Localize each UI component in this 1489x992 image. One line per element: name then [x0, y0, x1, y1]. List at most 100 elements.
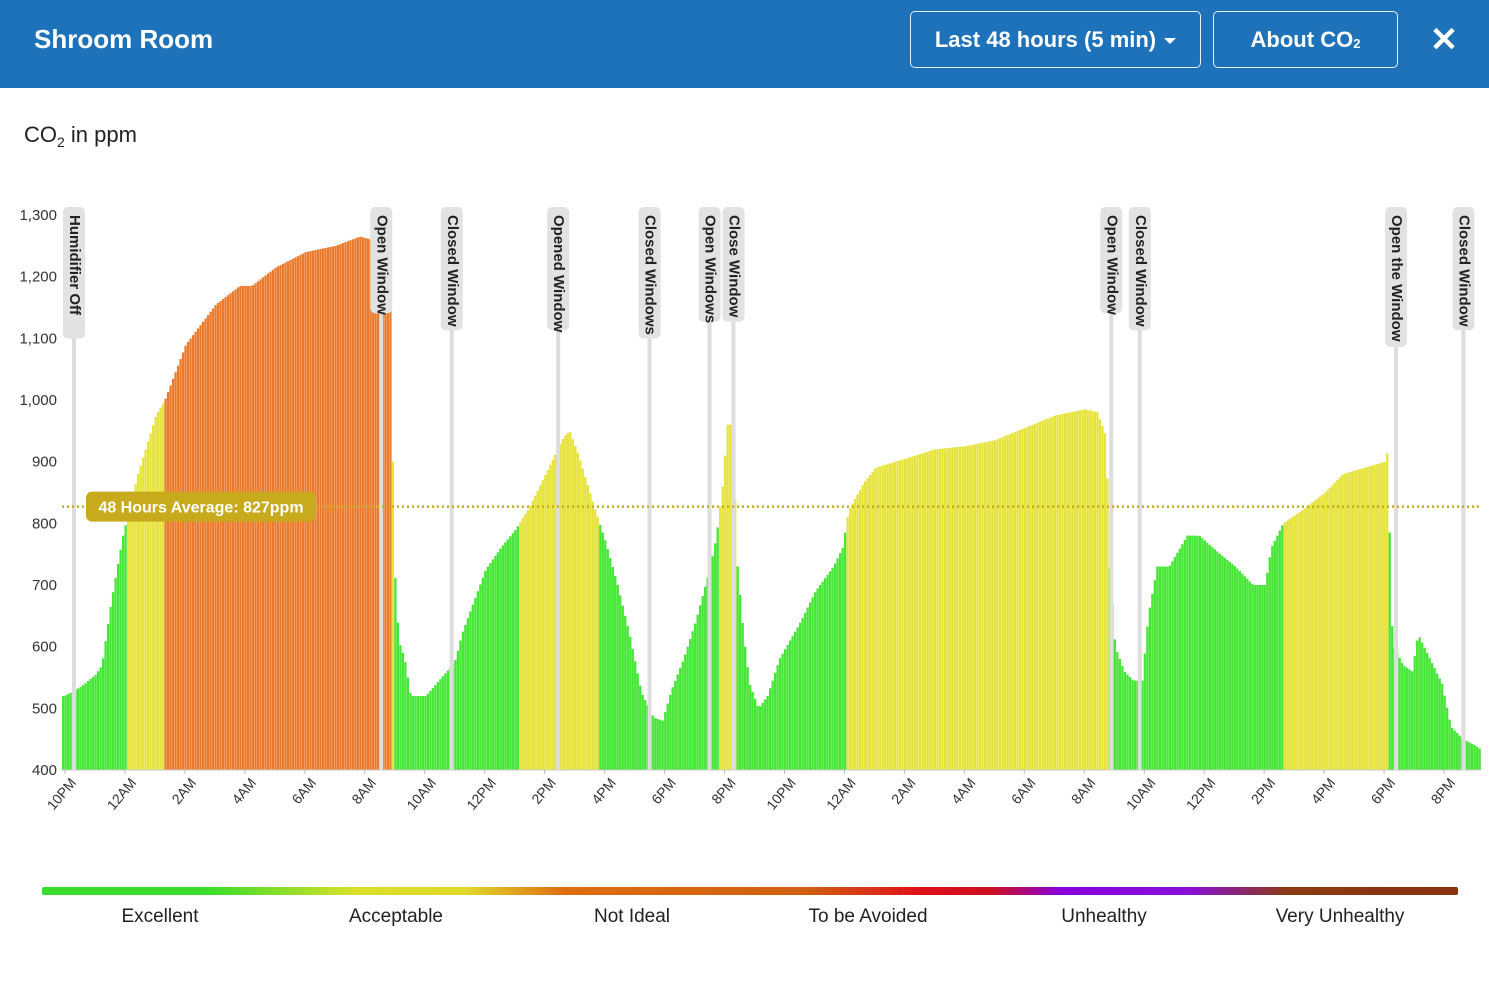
- bar-551: [1438, 678, 1441, 770]
- bar-7: [79, 687, 82, 770]
- bar-381: [1013, 432, 1017, 770]
- bar-345: [923, 452, 927, 770]
- bar-387: [1028, 425, 1032, 770]
- co2-bar-chart: 400 500 600 700 800 900 1,000 1,100 1,200 1,300 10…: [19, 207, 1481, 813]
- bar-371: [988, 441, 992, 770]
- bar-239: [659, 719, 662, 770]
- x-tick-label: 8PM: [708, 775, 739, 807]
- annotation-2[interactable]: Closed Window: [440, 207, 463, 770]
- bar-481: [1263, 585, 1266, 770]
- bar-257: [704, 586, 707, 770]
- annotation-10[interactable]: Closed Window: [1452, 207, 1475, 770]
- bar-172: [491, 559, 494, 770]
- bar-445: [1173, 557, 1177, 770]
- bar-354: [946, 448, 949, 770]
- time-range-dropdown[interactable]: Last 48 hours (5 min): [910, 11, 1201, 68]
- bar-78: [256, 281, 260, 770]
- bar-535: [1398, 657, 1401, 770]
- bar-370: [986, 441, 989, 770]
- bar-334: [896, 461, 899, 770]
- bar-82: [266, 273, 270, 770]
- bar-272: [741, 623, 744, 770]
- bar-290: [786, 644, 789, 770]
- bar-342: [916, 454, 919, 770]
- bar-499: [1308, 504, 1311, 770]
- bar-435: [1148, 607, 1152, 770]
- bar-108: [331, 246, 335, 770]
- bar-33: [144, 449, 147, 770]
- bar-318: [856, 494, 859, 770]
- average-label: 48 Hours Average: 827ppm: [98, 500, 303, 517]
- bar-30: [136, 474, 140, 770]
- x-tick-label: 12PM: [1183, 775, 1219, 813]
- bar-294: [796, 627, 799, 770]
- bar-443: [1168, 565, 1172, 770]
- bar-386: [1026, 426, 1029, 770]
- bar-313: [843, 532, 847, 770]
- bar-219: [609, 558, 612, 770]
- annotation-1[interactable]: Open Window: [370, 207, 393, 770]
- bar-277: [754, 698, 757, 770]
- bar-243: [669, 694, 672, 770]
- bar-430: [1136, 680, 1139, 770]
- bar-296: [801, 617, 804, 770]
- annotation-tag: [722, 207, 745, 322]
- bar-449: [1183, 539, 1187, 770]
- bar-231: [639, 685, 642, 770]
- annotation-5[interactable]: Open Windows: [698, 207, 721, 770]
- bar-408: [1081, 409, 1084, 770]
- bar-528: [1381, 462, 1384, 770]
- about-co2-button[interactable]: About CO 2: [1213, 11, 1398, 68]
- bar-185: [524, 513, 527, 770]
- legend-label-3: To be Avoided: [808, 906, 928, 927]
- bar-516: [1351, 471, 1354, 770]
- close-icon[interactable]: ✕: [1429, 21, 1459, 59]
- bar-357: [953, 447, 957, 770]
- bar-59: [209, 311, 212, 770]
- bar-391: [1038, 421, 1042, 770]
- annotation-0[interactable]: Humidifier Off: [62, 207, 85, 770]
- y-tick-label: 700: [32, 577, 57, 594]
- x-tick-label: 8AM: [1068, 775, 1099, 807]
- bar-467: [1228, 561, 1231, 770]
- annotation-9[interactable]: Open the Window: [1385, 207, 1408, 770]
- bar-56: [201, 321, 205, 770]
- annotation-8[interactable]: Closed Window: [1128, 207, 1151, 770]
- bar-255: [699, 605, 702, 770]
- bar-442: [1166, 566, 1169, 770]
- bar-31: [139, 465, 142, 770]
- annotation-3[interactable]: Opened Window: [547, 207, 570, 770]
- bar-256: [701, 596, 704, 770]
- y-axis-unit-label: CO2 in ppm: [24, 122, 137, 150]
- bar-514: [1346, 472, 1349, 770]
- bar-567: [1478, 748, 1481, 770]
- header-bar: Shroom Room Last 48 hours (5 min) About …: [0, 0, 1489, 88]
- y-tick-label: 400: [32, 762, 57, 779]
- x-tick-label: 4AM: [948, 775, 979, 807]
- annotation-6[interactable]: Close Window: [722, 207, 745, 770]
- bar-27: [129, 504, 132, 770]
- legend-label-2: Not Ideal: [593, 906, 671, 927]
- bar-553: [1443, 695, 1446, 770]
- bar-335: [898, 460, 902, 770]
- annotation-tag: [370, 207, 393, 314]
- bar-206: [576, 452, 579, 770]
- bar-210: [586, 485, 589, 770]
- bar-216: [601, 532, 604, 770]
- bar-70: [236, 287, 240, 770]
- y-tick-label: 1,100: [19, 330, 57, 347]
- legend-label-0: Excellent: [121, 906, 199, 927]
- bar-54: [196, 328, 200, 770]
- bar-374: [996, 439, 999, 770]
- annotation-7[interactable]: Open Window: [1100, 207, 1123, 770]
- bar-495: [1298, 512, 1301, 770]
- bar-261: [714, 543, 717, 770]
- bar-66: [226, 295, 230, 770]
- bar-305: [823, 578, 827, 770]
- bar-24: [121, 535, 125, 770]
- bar-351: [938, 448, 942, 770]
- annotation-4[interactable]: Closed Windows: [638, 207, 661, 770]
- bar-421: [1113, 639, 1117, 770]
- bar-170: [486, 566, 489, 770]
- bar-385: [1023, 427, 1027, 770]
